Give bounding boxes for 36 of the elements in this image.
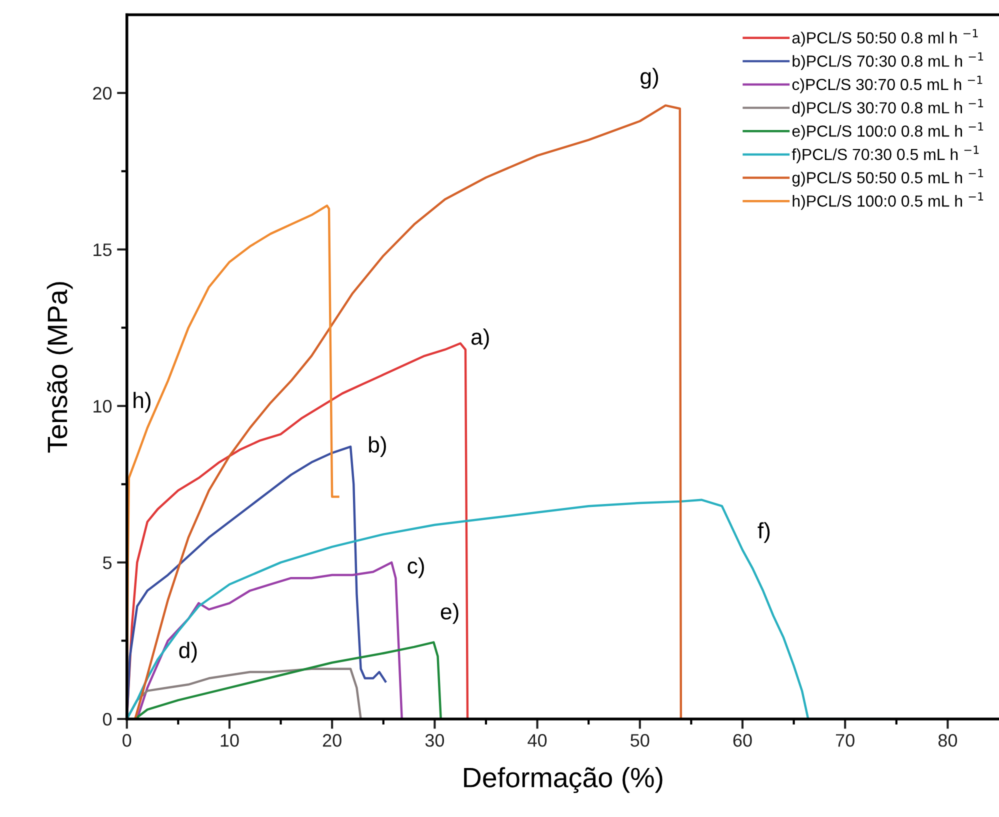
annotation: c)	[408, 557, 424, 578]
annotation: g)	[640, 68, 658, 89]
x-tick-label: 60	[733, 734, 752, 747]
x-tick-label: 20	[322, 734, 342, 747]
legend-label: d)PCL/S 30:70 0.8 mL h $^{−1}$	[792, 99, 984, 117]
y-axis-title: Tensão (MPa)	[46, 282, 73, 453]
line-series	[126, 342, 469, 719]
x-tick-label: 10	[220, 734, 239, 747]
y-tick-label: 20	[93, 86, 112, 100]
annotation: b)	[369, 436, 386, 457]
legend-label: f)PCL/S 70:30 0.5 mL h $^{−1}$	[792, 146, 979, 164]
legend-label: c)PCL/S 30:70 0.5 mL h $^{−1}$	[792, 76, 982, 94]
x-tick-label: 50	[630, 734, 650, 747]
x-tick-label: 40	[528, 734, 547, 747]
annotation: d)	[179, 642, 197, 663]
legend-label: g)PCL/S 50:50 0.5 mL h $^{−1}$	[792, 169, 984, 187]
x-tick-label: 80	[938, 734, 958, 747]
y-tick-label: 10	[94, 400, 112, 413]
line-series	[136, 561, 403, 719]
annotation: e)	[440, 603, 458, 624]
y-tick-label: 15	[94, 244, 112, 256]
line-series	[134, 104, 682, 719]
annotation: a)	[471, 328, 489, 350]
y-tick-label: 0	[102, 712, 112, 726]
legend-label: b)PCL/S 70:30 0.8 mL h $^{−1}$	[792, 52, 984, 70]
annotation: f)	[758, 522, 770, 543]
annotation: h)	[134, 392, 150, 413]
line-series	[134, 641, 442, 719]
x-tick-label: 30	[425, 734, 444, 747]
x-axis-title: Deformação (%)	[464, 767, 662, 794]
legend-label: h)PCL/S 100:0 0.5 mL h $^{−1}$	[792, 192, 984, 210]
x-tick-label: 0	[122, 734, 132, 747]
legend-label: a)PCL/S 50:50 0.8 ml h $^{−1}$	[792, 29, 978, 47]
y-tick-label: 5	[102, 556, 112, 570]
legend-label: e)PCL/S 100:0 0.8 mL h $^{−1}$	[792, 122, 984, 140]
x-tick-label: 70	[836, 734, 854, 747]
